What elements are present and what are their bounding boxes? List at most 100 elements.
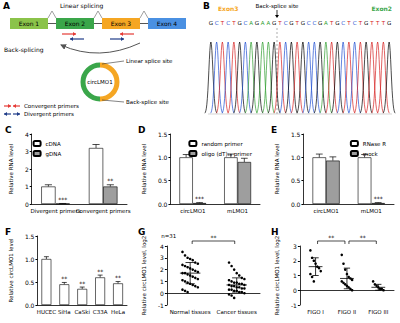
svg-text:1.5: 1.5 [291, 131, 301, 138]
svg-text:C: C [353, 20, 357, 26]
svg-text:1.0: 1.0 [158, 154, 168, 161]
svg-text:mock: mock [363, 151, 379, 157]
svg-text:mLMO1: mLMO1 [227, 208, 248, 214]
svg-text:Exon 4: Exon 4 [157, 20, 178, 27]
svg-text:***: *** [195, 195, 204, 202]
svg-text:n=31: n=31 [161, 233, 176, 239]
svg-text:C: C [215, 20, 219, 26]
svg-text:**: ** [107, 177, 113, 184]
svg-text:F: F [5, 227, 11, 237]
svg-text:1: 1 [25, 183, 29, 190]
svg-text:cDNA: cDNA [46, 141, 61, 147]
svg-text:C: C [307, 20, 311, 26]
svg-text:G: G [364, 20, 368, 26]
svg-text:**: ** [97, 268, 103, 275]
svg-text:***: *** [374, 195, 383, 202]
svg-text:Relative RNA level: Relative RNA level [8, 143, 14, 194]
svg-text:0.0: 0.0 [291, 201, 301, 208]
svg-text:Exon 1: Exon 1 [19, 20, 40, 27]
svg-text:HUCEC: HUCEC [37, 309, 56, 315]
svg-text:0: 0 [293, 287, 297, 294]
svg-text:T: T [294, 20, 299, 26]
svg-text:circLMO1: circLMO1 [180, 208, 205, 214]
svg-text:**: ** [360, 234, 366, 241]
svg-text:0.0: 0.0 [25, 302, 35, 309]
svg-text:Relative circLMO1 level: Relative circLMO1 level [8, 238, 14, 303]
svg-text:0.0: 0.0 [158, 201, 168, 208]
svg-text:T: T [231, 20, 236, 26]
svg-text:***: *** [58, 196, 67, 203]
svg-text:1: 1 [293, 272, 297, 279]
svg-text:2: 2 [25, 166, 29, 173]
svg-text:circLMO1: circLMO1 [87, 79, 112, 85]
svg-text:3: 3 [25, 148, 29, 155]
svg-text:T: T [220, 20, 225, 26]
svg-text:SiHa: SiHa [58, 309, 71, 315]
svg-text:G: G [255, 20, 259, 26]
svg-text:C33A: C33A [93, 309, 108, 315]
svg-text:FIGO I: FIGO I [307, 309, 324, 315]
svg-text:A: A [266, 20, 270, 26]
svg-text:G: G [335, 20, 339, 26]
svg-text:1: 1 [160, 278, 164, 285]
svg-text:CaSki: CaSki [75, 309, 91, 315]
svg-text:Divergent primers: Divergent primers [31, 208, 81, 215]
svg-text:T: T [369, 20, 374, 26]
svg-text:0.5: 0.5 [158, 177, 168, 184]
svg-text:T: T [329, 20, 334, 26]
svg-text:T: T [381, 20, 386, 26]
svg-text:Linear splicing: Linear splicing [60, 2, 104, 10]
svg-text:T: T [375, 20, 380, 26]
svg-text:1.5: 1.5 [25, 233, 35, 240]
svg-text:**: ** [210, 234, 216, 241]
svg-text:T: T [346, 20, 351, 26]
svg-text:Linear splice site: Linear splice site [126, 58, 173, 65]
svg-text:G: G [318, 20, 322, 26]
svg-text:C: C [341, 20, 345, 26]
svg-text:1.5: 1.5 [158, 131, 168, 138]
svg-text:H: H [271, 227, 279, 237]
svg-text:random primer: random primer [201, 141, 243, 148]
svg-text:C: C [5, 125, 12, 135]
svg-text:0: 0 [25, 201, 29, 208]
svg-text:G: G [387, 20, 391, 26]
svg-text:1.0: 1.0 [25, 256, 35, 263]
svg-text:**: ** [61, 275, 67, 282]
svg-text:0.5: 0.5 [25, 279, 35, 286]
svg-text:A: A [3, 1, 10, 11]
svg-text:Convergent primers: Convergent primers [24, 103, 79, 110]
svg-text:Relative RNA level: Relative RNA level [141, 143, 147, 194]
svg-text:C: C [284, 20, 288, 26]
svg-text:G: G [209, 20, 213, 26]
svg-text:G: G [301, 20, 305, 26]
svg-text:Relative circLMO1 level, log2: Relative circLMO1 level, log2 [274, 236, 281, 316]
svg-text:**: ** [115, 274, 121, 281]
svg-text:RNase R: RNase R [363, 141, 386, 147]
svg-text:Divergent primers: Divergent primers [24, 111, 74, 118]
svg-text:G: G [272, 20, 276, 26]
svg-text:circLMO1: circLMO1 [313, 208, 338, 214]
svg-text:FIGO II: FIGO II [338, 309, 357, 315]
svg-text:FIGO III: FIGO III [368, 309, 388, 315]
svg-text:A: A [249, 20, 253, 26]
svg-text:gDNA: gDNA [46, 151, 62, 158]
svg-text:**: ** [79, 280, 85, 287]
svg-text:mLMO1: mLMO1 [361, 208, 382, 214]
svg-text:Cancer tissues: Cancer tissues [217, 309, 257, 315]
svg-text:1.0: 1.0 [291, 154, 301, 161]
svg-text:T: T [277, 20, 282, 26]
svg-text:Exon 3: Exon 3 [111, 20, 132, 27]
svg-text:Normal tissues: Normal tissues [170, 309, 211, 315]
svg-text:0: 0 [160, 290, 164, 297]
svg-text:HeLa: HeLa [111, 309, 125, 315]
svg-text:Exon3: Exon3 [218, 5, 239, 12]
svg-text:Exon 2: Exon 2 [65, 20, 86, 27]
svg-text:-1: -1 [291, 302, 297, 309]
svg-text:Back-splicing: Back-splicing [4, 46, 44, 54]
svg-text:G: G [289, 20, 293, 26]
svg-text:Exon2: Exon2 [371, 5, 392, 12]
svg-text:Relative circLMO1 level, log2: Relative circLMO1 level, log2 [141, 236, 148, 316]
svg-text:G: G [138, 227, 145, 237]
svg-text:3: 3 [160, 254, 164, 261]
svg-text:4: 4 [160, 243, 164, 250]
